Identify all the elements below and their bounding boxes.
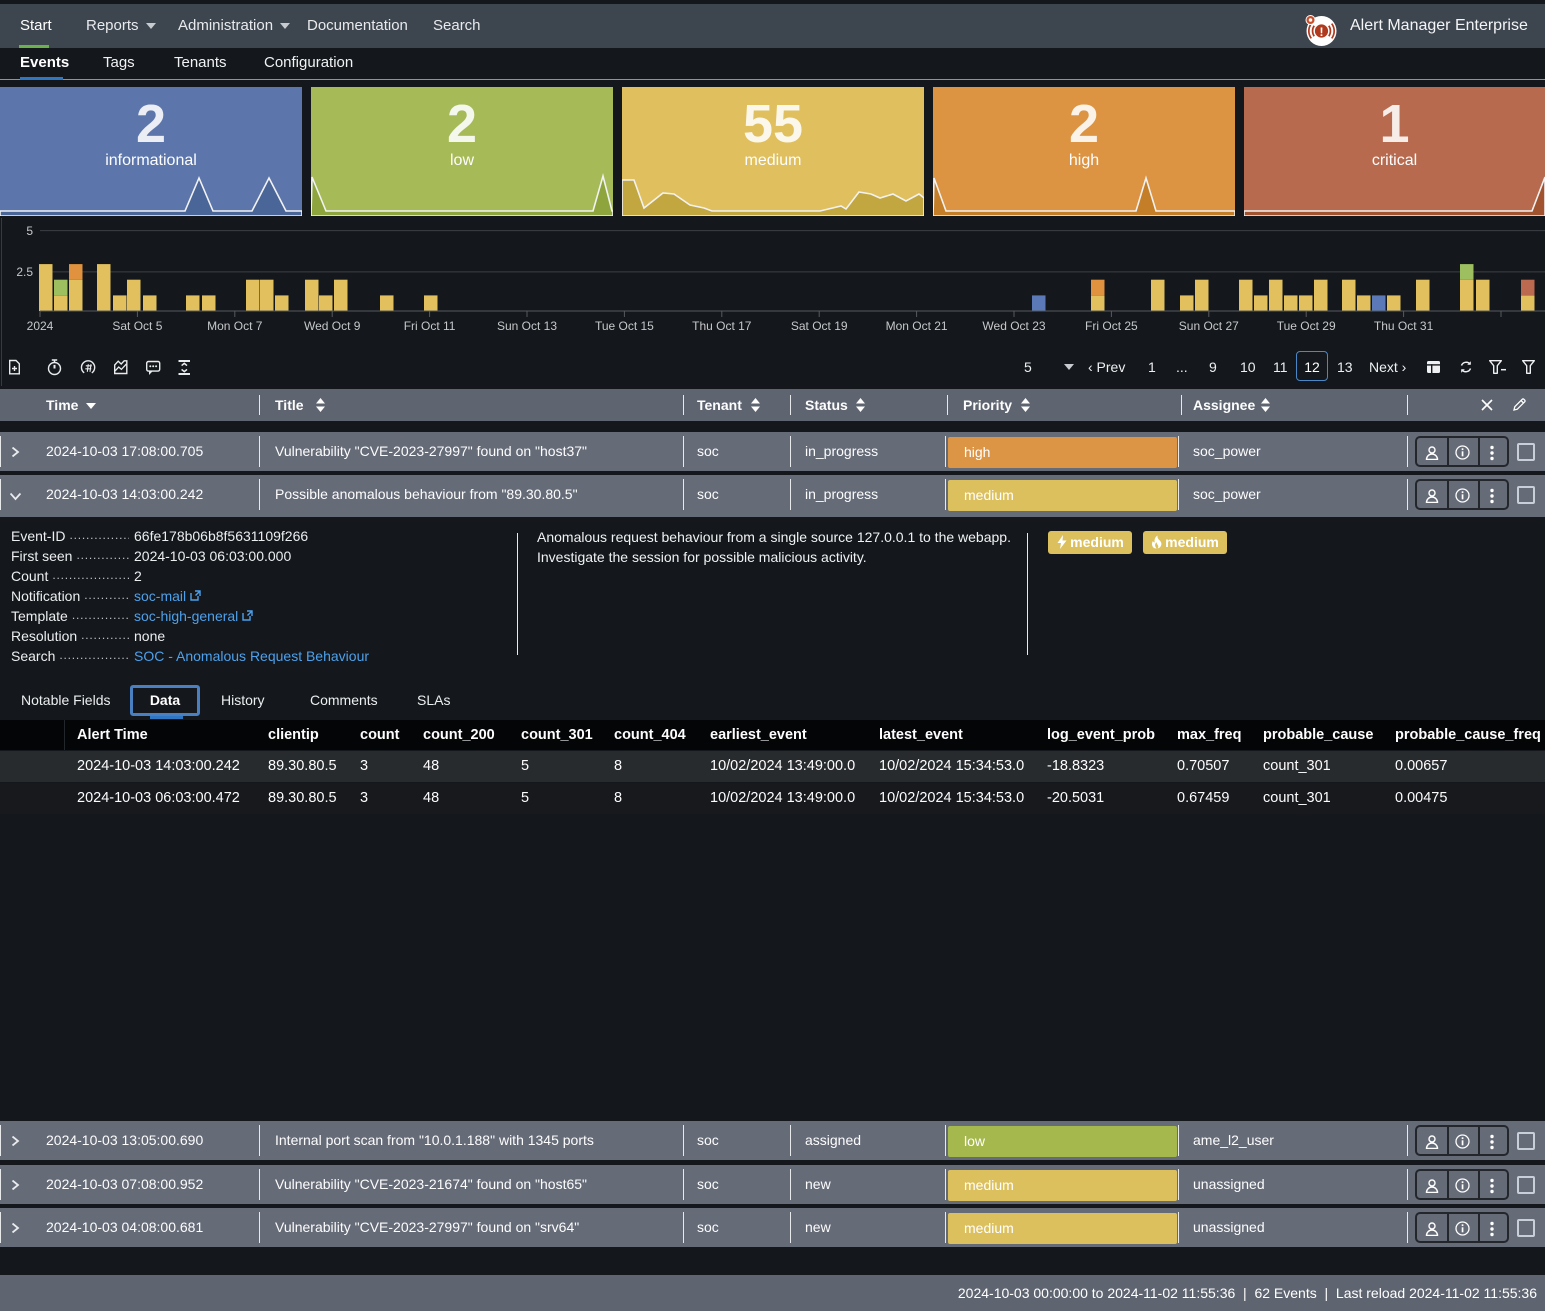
svg-text:Wed Oct 23: Wed Oct 23 (982, 319, 1045, 333)
svg-text:Thu Oct 31: Thu Oct 31 (1374, 319, 1434, 333)
svg-text:Tue Oct 15: Tue Oct 15 (595, 319, 654, 333)
svg-text:!: ! (1320, 25, 1324, 39)
svg-text:Sat Oct 19: Sat Oct 19 (791, 319, 848, 333)
svg-text:2024: 2024 (27, 319, 54, 333)
svg-text:Mon Oct 21: Mon Oct 21 (886, 319, 948, 333)
svg-text:Sun Oct 27: Sun Oct 27 (1179, 319, 1239, 333)
svg-text:Mon Oct 7: Mon Oct 7 (207, 319, 263, 333)
svg-text:Wed Oct 9: Wed Oct 9 (304, 319, 361, 333)
svg-text:Sun Oct 13: Sun Oct 13 (497, 319, 557, 333)
svg-text:Sat Oct 5: Sat Oct 5 (112, 319, 162, 333)
svg-text:2.5: 2.5 (16, 265, 33, 279)
svg-text:Fri Oct 11: Fri Oct 11 (404, 319, 456, 333)
svg-text:Tue Oct 29: Tue Oct 29 (1277, 319, 1336, 333)
svg-text:Fri Oct 25: Fri Oct 25 (1085, 319, 1138, 333)
svg-text:5: 5 (26, 224, 33, 238)
svg-text:Thu Oct 17: Thu Oct 17 (692, 319, 752, 333)
